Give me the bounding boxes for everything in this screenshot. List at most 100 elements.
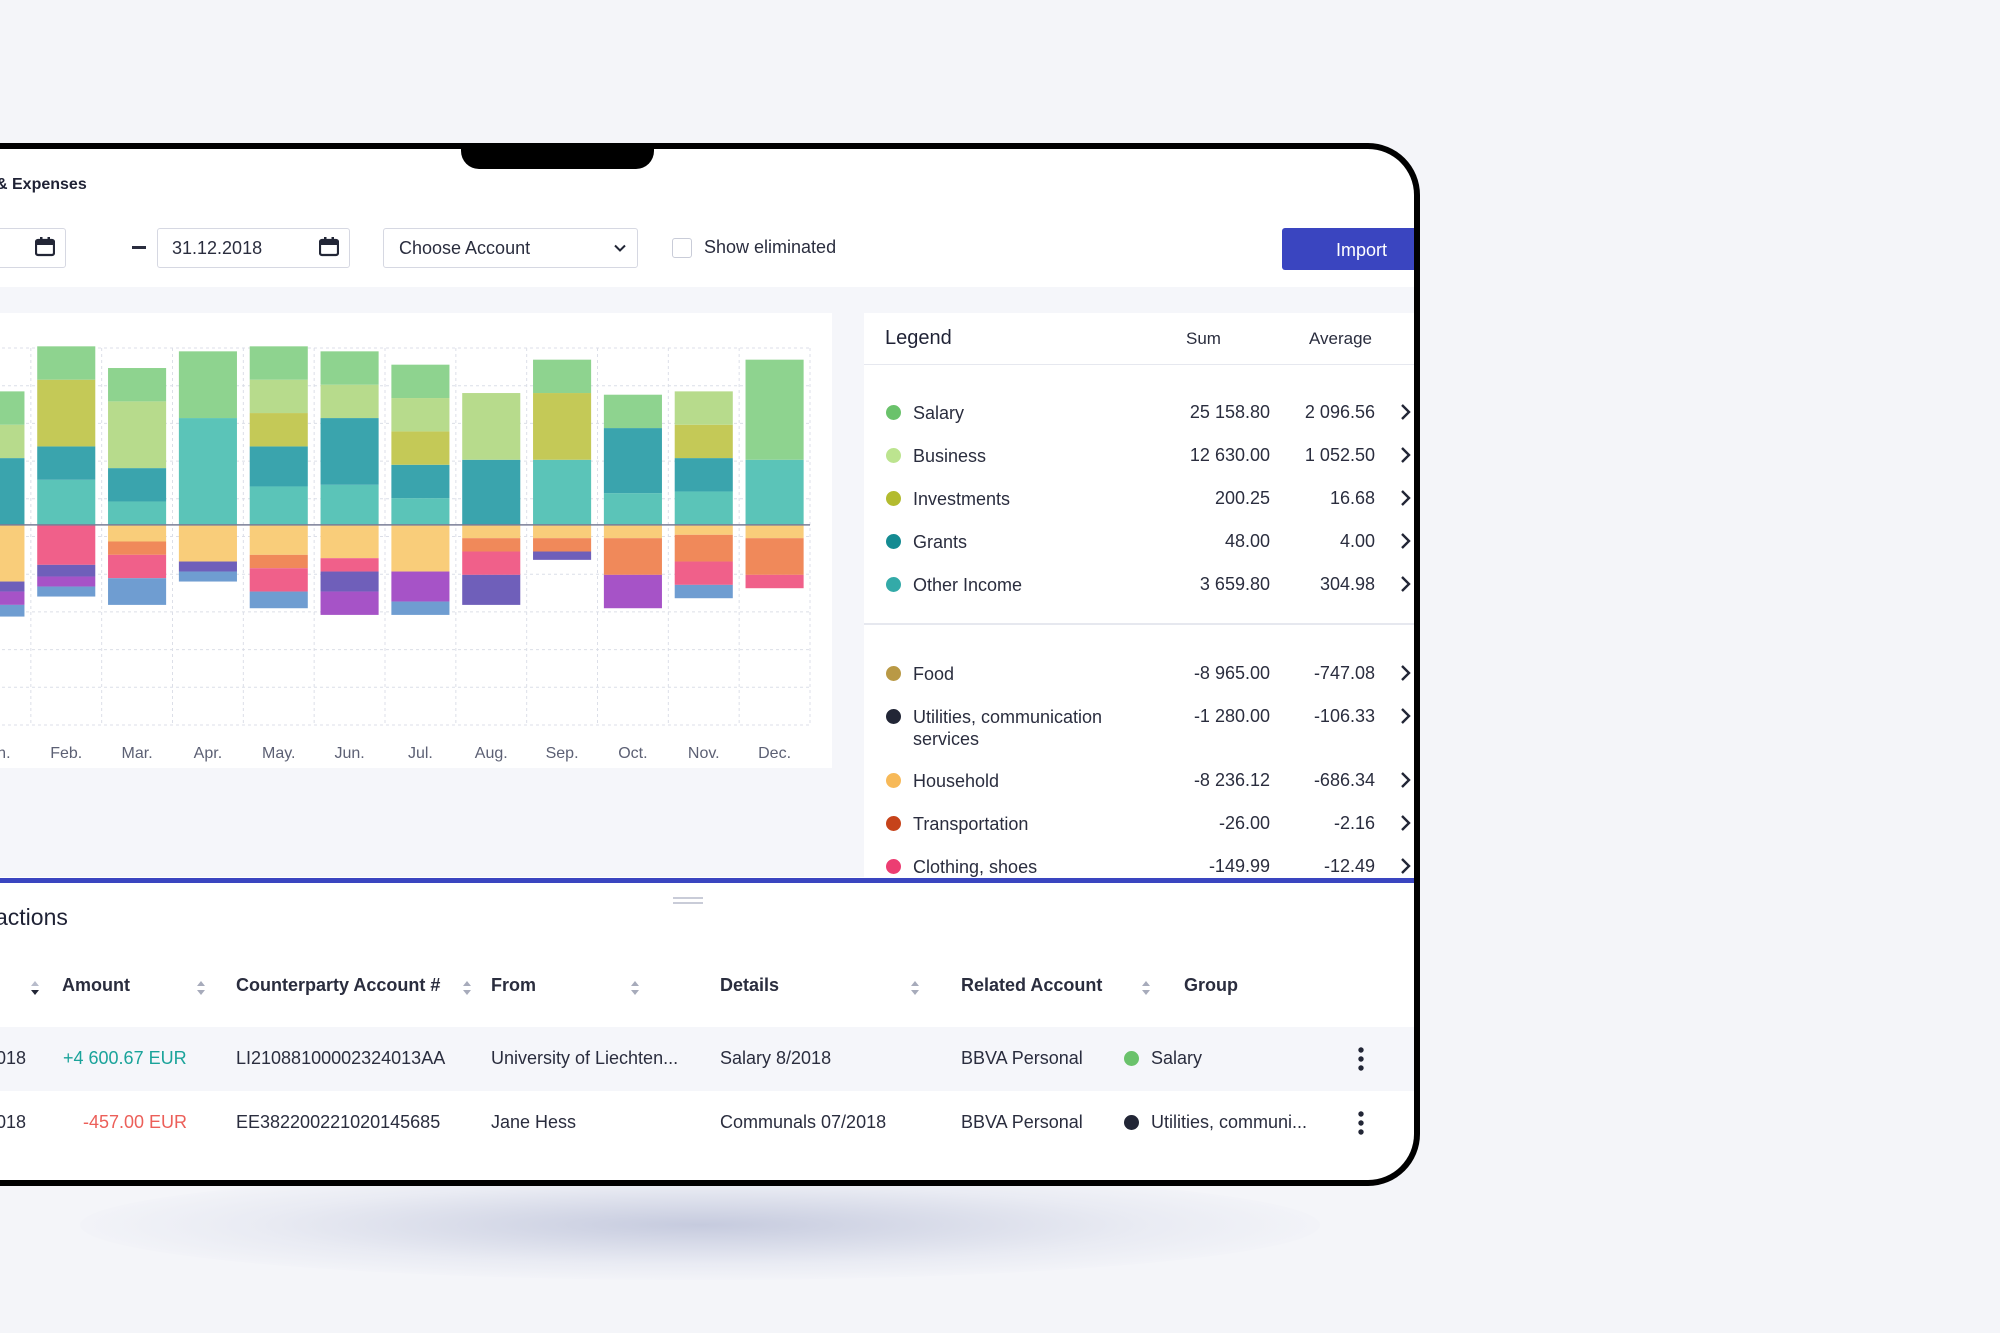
chevron-right-icon[interactable]: [1396, 663, 1414, 683]
bar-segment: [745, 574, 804, 589]
chevron-down-icon: [614, 244, 626, 252]
column-header-counterparty-account[interactable]: Counterparty Account #: [236, 975, 441, 995]
device-frame: & Expenses 2018 31.12.2018 Choose Accoun…: [0, 143, 1420, 1186]
legend-item[interactable]: Food -8 965.00 -747.08: [864, 659, 1414, 689]
sort-icon[interactable]: [1141, 979, 1151, 997]
legend-item-name: Salary: [913, 403, 965, 423]
bar-segment: [391, 498, 450, 525]
panel-resize-divider[interactable]: [0, 878, 1414, 883]
bar-segment: [391, 364, 450, 399]
bar-segment: [320, 351, 379, 385]
show-eliminated-label: Show eliminated: [704, 237, 837, 257]
column-header-amount[interactable]: Amount: [62, 975, 130, 995]
legend-item[interactable]: Grants 48.00 4.00: [864, 527, 1414, 557]
legend-item[interactable]: Clothing, shoes -149.99 -12.49: [864, 852, 1414, 879]
legend-color-dot: [886, 491, 901, 506]
legend-color-dot: [886, 448, 901, 463]
legend-item-sum: -26.00: [1218, 813, 1270, 833]
legend-item-average: 16.68: [1329, 488, 1375, 508]
legend-title: Legend: [885, 327, 952, 349]
chevron-right-icon[interactable]: [1396, 531, 1414, 551]
bar-segment: [178, 561, 237, 572]
legend-item-name: Household: [913, 771, 1000, 791]
x-tick-label: Feb.: [50, 745, 82, 762]
legend-item-sum: -8 965.00: [1193, 663, 1270, 683]
bar-segment: [674, 458, 733, 492]
column-header-details[interactable]: Details: [720, 975, 780, 995]
chevron-right-icon[interactable]: [1396, 445, 1414, 465]
bar-segment: [603, 538, 662, 575]
legend-item[interactable]: Salary 25 158.80 2 096.56: [864, 398, 1414, 428]
bar-segment: [249, 379, 308, 414]
legend-item[interactable]: Utilities, communication services -1 280.…: [864, 702, 1414, 749]
bar-segment: [249, 413, 308, 447]
bar-segment: [320, 571, 379, 592]
date-from-field[interactable]: 2018: [0, 228, 66, 268]
sort-icon[interactable]: [630, 979, 640, 997]
legend-item[interactable]: Household -8 236.12 -686.34: [864, 766, 1414, 796]
column-header-group[interactable]: Group: [1184, 975, 1238, 995]
bar-segment: [0, 581, 25, 592]
legend-color-dot: [886, 534, 901, 549]
calendar-icon[interactable]: [35, 237, 55, 257]
bar-segment: [37, 576, 96, 587]
chevron-right-icon[interactable]: [1396, 402, 1414, 422]
legend-item[interactable]: Business 12 630.00 1 052.50: [864, 441, 1414, 471]
column-header-from[interactable]: From: [491, 975, 536, 995]
chevron-right-icon[interactable]: [1396, 574, 1414, 594]
import-button[interactable]: Import: [1282, 228, 1414, 270]
sort-icon[interactable]: [196, 979, 206, 997]
bar-segment: [462, 551, 521, 575]
cell-date: 018: [0, 1112, 27, 1132]
bar-segment: [603, 493, 662, 525]
legend-item[interactable]: Other Income 3 659.80 304.98: [864, 570, 1414, 600]
bar-segment: [603, 574, 662, 609]
sort-icon[interactable]: [910, 979, 920, 997]
column-header-related-account[interactable]: Related Account: [961, 975, 1103, 995]
chevron-right-icon[interactable]: [1396, 706, 1414, 726]
bar-segment: [108, 554, 167, 579]
legend-color-dot: [886, 773, 901, 788]
chevron-right-icon[interactable]: [1396, 770, 1414, 790]
legend-item-sum: -1 280.00: [1193, 706, 1270, 726]
table-row[interactable]: 018 +4 600.67 EUR LI21088100002324013AA Uni…: [0, 1027, 1414, 1091]
bar-segment: [320, 591, 379, 615]
calendar-icon[interactable]: [319, 237, 339, 257]
bar-segment: [249, 346, 308, 380]
legend-item-name: Investments: [913, 489, 1011, 509]
drag-handle-icon[interactable]: [673, 897, 703, 904]
legend-sum-header: Sum: [1186, 329, 1221, 348]
legend-item[interactable]: Transportation -26.00 -2.16: [864, 809, 1414, 839]
bar-segment: [249, 568, 308, 592]
bar-segment: [178, 524, 237, 562]
bar-segment: [674, 491, 733, 525]
legend-header: Legend Sum Average: [864, 313, 1414, 365]
cell-group: Utilities, communi...: [1151, 1112, 1308, 1132]
bar-segment: [391, 431, 450, 465]
bar-segment: [674, 561, 733, 585]
bar-segment: [320, 384, 379, 419]
cell-details: Salary 8/2018: [720, 1048, 832, 1068]
chevron-right-icon[interactable]: [1396, 813, 1414, 833]
table-row[interactable]: 018 -457.00 EUR EE382200221020145685 Jane H…: [0, 1091, 1414, 1155]
legend-item-sum: -149.99: [1208, 856, 1270, 876]
chevron-right-icon[interactable]: [1396, 856, 1414, 876]
bar-segment: [462, 574, 521, 605]
sort-icon[interactable]: [462, 979, 472, 997]
more-options-icon[interactable]: [1358, 1111, 1364, 1135]
sort-desc-icon[interactable]: [30, 979, 40, 997]
transactions-title: actions: [0, 904, 68, 930]
bar-segment: [533, 459, 592, 525]
legend-item-name: Clothing, shoes: [913, 857, 1038, 877]
bar-segment: [391, 571, 450, 602]
more-options-icon[interactable]: [1358, 1047, 1364, 1071]
legend-color-dot: [886, 859, 901, 874]
legend-item[interactable]: Investments 200.25 16.68: [864, 484, 1414, 514]
show-eliminated-checkbox[interactable]: [672, 238, 692, 258]
date-to-field[interactable]: 31.12.2018: [157, 228, 350, 268]
chevron-right-icon[interactable]: [1396, 488, 1414, 508]
bar-segment: [0, 604, 25, 617]
account-select[interactable]: Choose Account: [383, 228, 638, 268]
bar-segment: [533, 359, 592, 394]
cell-from: Jane Hess: [491, 1112, 577, 1132]
